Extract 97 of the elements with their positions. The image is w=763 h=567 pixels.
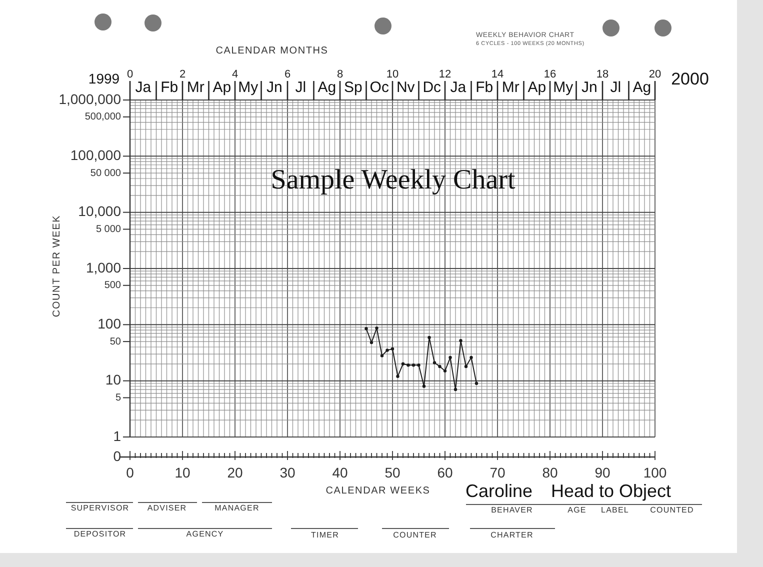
text: Ja <box>450 78 466 96</box>
text: Fb <box>160 78 178 96</box>
text: 1999 <box>88 70 120 87</box>
y-tick-label: 500 <box>104 280 122 292</box>
x-tick-label: 90 <box>594 464 610 480</box>
text: Sp <box>344 78 362 96</box>
point <box>386 348 389 352</box>
text: Mr <box>502 78 520 96</box>
y-tick-label: 5 <box>115 392 122 404</box>
x-tick-label: 0 <box>126 464 134 480</box>
x2-tick-label: 14 <box>491 68 504 80</box>
x-tick-label: 100 <box>643 464 667 480</box>
x2-tick-label: 0 <box>126 68 134 80</box>
text: Jn <box>581 78 598 96</box>
point <box>370 340 374 344</box>
y-tick-label: 10,000 <box>78 203 122 220</box>
x2-tick-label: 16 <box>544 68 556 80</box>
y-tick-label: 1,000,000 <box>58 90 122 107</box>
text: Dc <box>422 78 442 96</box>
x2-tick-label: 20 <box>648 68 662 80</box>
text: Fb <box>476 78 494 96</box>
point <box>412 364 416 367</box>
point <box>474 382 478 385</box>
text: LABEL <box>601 506 629 516</box>
point <box>454 388 458 392</box>
text: TIMER <box>311 530 339 540</box>
point <box>401 362 405 366</box>
x2-tick-label: 12 <box>438 68 452 80</box>
y-axis-title: COUNT PER WEEK <box>52 214 62 318</box>
point <box>406 364 410 367</box>
text: Ja <box>135 78 152 96</box>
point <box>448 356 452 360</box>
text: Ag <box>632 78 652 96</box>
y-tick-label: 50 <box>110 336 122 348</box>
x-axis-title: CALENDAR WEEKS <box>326 486 430 496</box>
point <box>375 326 378 330</box>
text: Jn <box>266 78 282 96</box>
text: COUNTER <box>393 530 437 540</box>
text: Head to Object <box>550 481 672 502</box>
x-tick-label: 80 <box>542 464 558 480</box>
point <box>417 364 420 367</box>
point <box>364 327 368 330</box>
text: SUPERVISOR <box>70 504 130 514</box>
y-tick-label: 1,000 <box>86 259 122 276</box>
text: Ag <box>318 78 336 96</box>
point <box>470 356 473 360</box>
x2-tick-label: 2 <box>179 68 186 80</box>
point <box>390 347 394 350</box>
text: Ap <box>212 78 232 96</box>
x2-tick-label: 10 <box>386 68 399 80</box>
text: Jl <box>295 78 306 96</box>
point <box>380 354 384 358</box>
point <box>428 336 431 340</box>
text: Jl <box>610 78 622 96</box>
y-tick-label: 10 <box>105 372 122 388</box>
point <box>396 374 400 378</box>
x-tick-label: 10 <box>174 464 190 480</box>
y-tick-label: 100 <box>98 316 122 332</box>
x2-axis-title: CALENDAR MONTHS <box>216 46 328 56</box>
y-tick-label: 0 <box>113 448 122 464</box>
text: AGE <box>568 506 586 516</box>
x-tick-label: 20 <box>227 464 243 480</box>
text: Ap <box>528 78 546 96</box>
point <box>438 364 442 368</box>
x-tick-label: 30 <box>280 464 296 480</box>
text: Nv <box>396 78 415 96</box>
text: ADVISER <box>147 504 187 514</box>
text: Caroline <box>465 481 533 502</box>
x2-tick-label: 4 <box>232 68 238 80</box>
x-tick-label: 60 <box>437 464 453 480</box>
text: COUNTED <box>650 506 694 516</box>
y-tick-label: 5 000 <box>96 224 122 235</box>
point <box>432 361 436 364</box>
text: Oc <box>370 78 389 96</box>
point <box>443 369 447 373</box>
x2-tick-label: 6 <box>284 68 291 80</box>
text: DEPOSITOR <box>74 530 126 540</box>
text: MANAGER <box>214 504 260 514</box>
y-tick-label: 100,000 <box>70 147 122 164</box>
point <box>464 364 468 368</box>
text: 2000 <box>671 70 709 90</box>
point <box>459 339 462 342</box>
x-tick-label: 70 <box>490 464 506 480</box>
text: AGENCY <box>186 530 224 540</box>
text: CHARTER <box>490 530 534 540</box>
x2-tick-label: 18 <box>596 68 609 80</box>
point <box>422 384 426 388</box>
text: My <box>553 78 574 96</box>
y-tick-label: 500,000 <box>84 112 122 123</box>
y-tick-label: 50 000 <box>90 168 122 179</box>
x2-tick-label: 8 <box>336 68 344 80</box>
text: My <box>238 78 258 96</box>
x-tick-label: 40 <box>332 464 348 480</box>
text: BEHAVER <box>491 506 533 516</box>
x-tick-label: 50 <box>384 464 400 480</box>
text: Mr <box>186 78 204 96</box>
y-tick-label: 1 <box>113 428 122 444</box>
